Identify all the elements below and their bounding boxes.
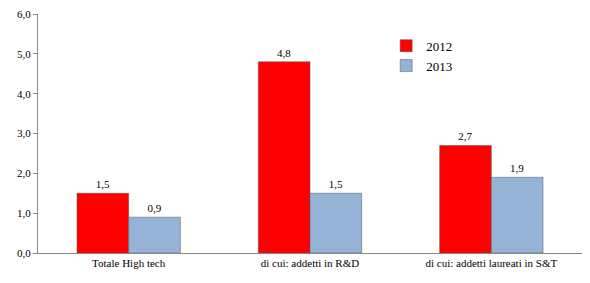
svg-text:5,0: 5,0	[17, 48, 31, 60]
svg-text:Totale High tech: Totale High tech	[92, 257, 166, 269]
svg-text:1,0: 1,0	[17, 207, 31, 219]
svg-text:1,9: 1,9	[510, 162, 524, 174]
svg-text:3,0: 3,0	[17, 127, 31, 139]
svg-text:1,5: 1,5	[329, 178, 343, 190]
svg-text:2,7: 2,7	[458, 130, 472, 142]
svg-text:0,9: 0,9	[147, 202, 161, 214]
svg-text:0,0: 0,0	[17, 247, 31, 259]
svg-text:di cui: addetti in R&D: di cui: addetti in R&D	[261, 257, 359, 269]
svg-text:di cui: addetti laureati in S&: di cui: addetti laureati in S&T	[425, 257, 557, 269]
svg-text:6,0: 6,0	[17, 8, 31, 20]
svg-text:2,0: 2,0	[17, 167, 31, 179]
svg-text:4,0: 4,0	[17, 88, 31, 100]
svg-text:2013: 2013	[426, 59, 452, 74]
svg-text:1,5: 1,5	[96, 178, 110, 190]
svg-text:4,8: 4,8	[277, 47, 291, 59]
svg-text:2012: 2012	[426, 39, 452, 54]
